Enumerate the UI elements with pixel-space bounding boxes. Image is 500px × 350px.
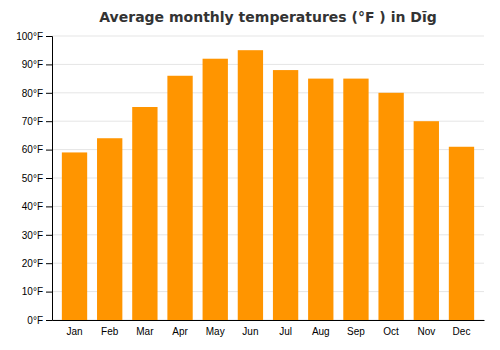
x-tick: Sep [347,326,365,337]
y-axis-line [46,37,53,321]
x-tick: Jun [242,326,258,337]
bar [449,147,474,320]
x-axis: Jan Feb Mar Apr May Jun Jul Aug Sep Oct Nov Dec [53,321,485,338]
bar [378,93,403,320]
bars [62,50,474,320]
y-tick-mark [46,320,52,321]
x-tick: Nov [417,326,435,337]
bar [62,152,87,320]
x-tick-label: Dec [453,326,471,337]
y-tick-label: 70°F [22,116,43,127]
y-tick-mark [46,263,52,264]
y-tick: 20°F [22,258,52,269]
y-tick: 50°F [22,173,52,184]
y-tick: 70°F [22,116,52,127]
x-tick-label: Jan [66,326,82,337]
y-tick-label: 20°F [22,258,43,269]
y-tick-label: 10°F [22,286,43,297]
bar [273,70,298,320]
x-tick: Feb [101,326,119,337]
x-tick-label: May [206,326,225,337]
x-tick: Jul [279,326,292,337]
y-axis: 0°F 10°F 20°F 30°F 40°F 50°F 60°F 70°F 80°F 90°F 1… [16,31,52,326]
x-tick-label: Jun [242,326,258,337]
bar [167,76,192,320]
x-tick-label: Aug [312,326,330,337]
x-tick-label: Feb [101,326,119,337]
x-tick-label: Nov [417,326,435,337]
y-tick-label: 80°F [22,88,43,99]
y-tick-mark [46,36,52,37]
grid-line [52,64,484,65]
x-tick: Mar [136,326,154,337]
plot-area: 0°F 10°F 20°F 30°F 40°F 50°F 60°F 70°F 80°F 90°F 1… [16,31,484,337]
x-tick-label: Mar [136,326,154,337]
y-tick-mark [46,292,52,293]
y-tick-label: 50°F [22,173,43,184]
x-tick: Apr [172,326,188,337]
bar [343,79,368,320]
y-tick-mark [46,64,52,65]
title: Average monthly temperatures (°F ) in Dī… [99,9,436,25]
x-tick-label: Apr [172,326,188,337]
y-tick-label: 90°F [22,59,43,70]
x-tick: Aug [312,326,330,337]
grid-line [52,92,484,93]
y-tick-label: 30°F [22,230,43,241]
bar [414,121,439,320]
y-tick-label: 100°F [16,31,43,42]
y-tick-mark [46,235,52,236]
bar [238,50,263,320]
x-tick-label: Oct [383,326,399,337]
bar [203,59,228,320]
y-tick-mark [46,206,52,207]
y-tick: 100°F [16,31,52,42]
chart: 0°F 10°F 20°F 30°F 40°F 50°F 60°F 70°F 80°F 90°F 1… [0,0,500,350]
x-tick: Oct [383,326,399,337]
y-tick-mark [46,150,52,151]
x-tick: Jan [66,326,82,337]
y-tick-label: 60°F [22,144,43,155]
y-tick: 10°F [22,286,52,297]
bar [308,79,333,320]
grid-line [52,36,484,37]
y-tick: 40°F [22,201,52,212]
y-tick: 0°F [27,315,52,326]
y-tick-mark [46,93,52,94]
x-tick: May [206,326,225,337]
x-tick-label: Jul [279,326,292,337]
x-tick: Dec [453,326,471,337]
x-axis-line [53,320,485,321]
y-tick: 80°F [22,88,52,99]
y-tick: 30°F [22,230,52,241]
grid [52,36,484,320]
y-tick-label: 0°F [27,315,43,326]
y-tick: 60°F [22,144,52,155]
x-tick-label: Sep [347,326,365,337]
y-tick: 90°F [22,59,52,70]
bar [132,107,157,320]
y-tick-mark [46,121,52,122]
y-tick-mark [46,178,52,179]
y-tick-label: 40°F [22,201,43,212]
bar [97,138,122,320]
